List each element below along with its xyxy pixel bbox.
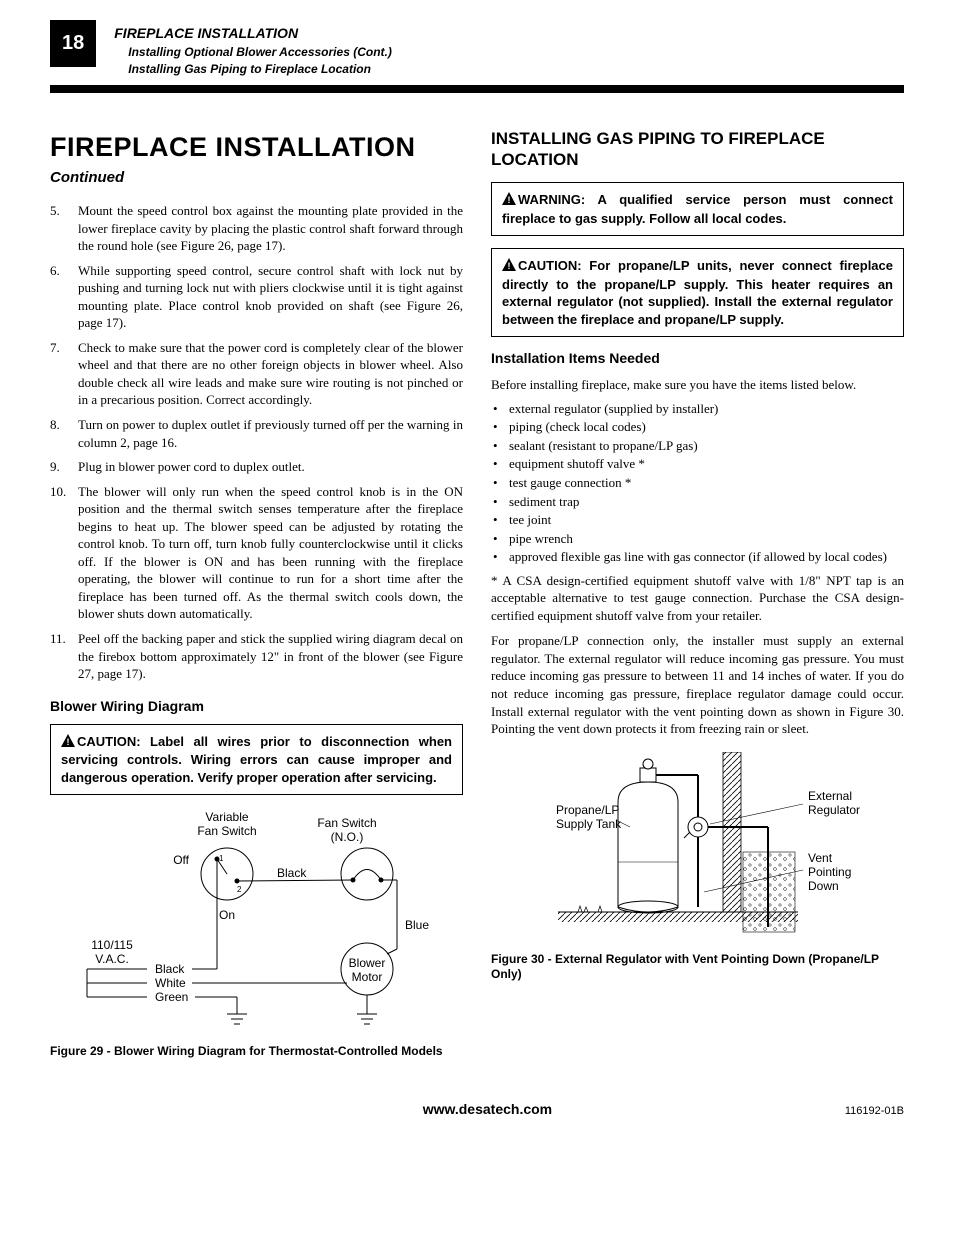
label-vent: Vent [808, 851, 833, 865]
list-item: sediment trap [509, 493, 579, 511]
main-title: FIREPLACE INSTALLATION [50, 129, 463, 165]
page-footer: www.desatech.com 116192-01B [50, 1100, 904, 1119]
caution-box-wiring: ! CAUTION: Label all wires prior to disc… [50, 724, 463, 796]
step-text: The blower will only run when the speed … [78, 483, 463, 623]
svg-text:!: ! [67, 737, 70, 747]
items-intro: Before installing fireplace, make sure y… [491, 376, 904, 394]
svg-text:(N.O.): (N.O.) [330, 830, 363, 844]
label-vac: 110/115 [91, 938, 133, 952]
step-num: 8. [50, 416, 78, 451]
warning-text: WARNING: A qualified service person must… [502, 192, 893, 226]
items-needed-head: Installation Items Needed [491, 349, 904, 368]
label-2: 2 [237, 885, 242, 894]
label-green: Green [155, 990, 188, 1004]
list-item: test gauge connection * [509, 474, 631, 492]
svg-text:Motor: Motor [351, 970, 382, 984]
label-variable: Variable [205, 810, 248, 824]
footer-doc-number: 116192-01B [845, 1104, 904, 1119]
label-off: Off [173, 853, 189, 867]
step-num: 5. [50, 202, 78, 255]
step-list: 5.Mount the speed control box against th… [50, 202, 463, 683]
label-fan-switch-no: Fan Switch [317, 816, 376, 830]
step-text: Mount the speed control box against the … [78, 202, 463, 255]
figure-29-caption: Figure 29 - Blower Wiring Diagram for Th… [50, 1044, 463, 1060]
step-text: Check to make sure that the power cord i… [78, 339, 463, 409]
svg-text:Regulator: Regulator [808, 803, 860, 817]
caution-text: CAUTION: Label all wires prior to discon… [61, 734, 452, 785]
svg-text:Pointing: Pointing [808, 865, 851, 879]
step-text: Turn on power to duplex outlet if previo… [78, 416, 463, 451]
step-num: 7. [50, 339, 78, 409]
caution-text: CAUTION: For propane/LP units, never con… [502, 258, 893, 327]
wiring-diagram-head: Blower Wiring Diagram [50, 697, 463, 716]
caution-box-propane: ! CAUTION: For propane/LP units, never c… [491, 248, 904, 337]
svg-text:Supply Tank: Supply Tank [556, 817, 622, 831]
gas-piping-head: INSTALLING GAS PIPING TO FIREPLACE LOCAT… [491, 129, 904, 170]
warning-icon: ! [61, 734, 75, 752]
left-column: FIREPLACE INSTALLATION Continued 5.Mount… [50, 129, 463, 1059]
label-1: 1 [219, 854, 224, 863]
label-white: White [155, 976, 186, 990]
svg-text:Fan Switch: Fan Switch [197, 824, 256, 838]
label-blower: Blower [348, 956, 385, 970]
step-num: 9. [50, 458, 78, 476]
list-item: sealant (resistant to propane/LP gas) [509, 437, 698, 455]
footnote: * A CSA design-certified equipment shuto… [491, 572, 904, 625]
header-sub-1: Installing Optional Blower Accessories (… [128, 44, 392, 60]
svg-text:V.A.C.: V.A.C. [95, 952, 129, 966]
footer-url: www.desatech.com [130, 1100, 845, 1119]
figure-30-diagram: Propane/LP Supply Tank External Regulato… [491, 752, 904, 942]
list-item: equipment shutoff valve * [509, 455, 645, 473]
label-on: On [218, 908, 234, 922]
label-blue: Blue [405, 918, 429, 932]
list-item: piping (check local codes) [509, 418, 646, 436]
label-regulator: External [808, 789, 852, 803]
warning-icon: ! [502, 258, 516, 276]
step-text: Plug in blower power cord to duplex outl… [78, 458, 463, 476]
step-num: 10. [50, 483, 78, 623]
page-header: 18 FIREPLACE INSTALLATION Installing Opt… [50, 20, 904, 77]
step-text: Peel off the backing paper and stick the… [78, 630, 463, 683]
warning-icon: ! [502, 192, 516, 210]
svg-text:!: ! [508, 195, 511, 205]
svg-text:Down: Down [808, 879, 839, 893]
header-sub-2: Installing Gas Piping to Fireplace Locat… [128, 61, 392, 77]
continued-label: Continued [50, 168, 463, 188]
step-num: 11. [50, 630, 78, 683]
list-item: pipe wrench [509, 530, 573, 548]
svg-text:!: ! [508, 261, 511, 271]
list-item: approved flexible gas line with gas conn… [509, 548, 887, 566]
warning-box-gas: ! WARNING: A qualified service person mu… [491, 182, 904, 236]
label-black: Black [277, 866, 307, 880]
right-column: INSTALLING GAS PIPING TO FIREPLACE LOCAT… [491, 129, 904, 1059]
figure-30-caption: Figure 30 - External Regulator with Vent… [491, 952, 904, 983]
step-num: 6. [50, 262, 78, 332]
step-text: While supporting speed control, secure c… [78, 262, 463, 332]
header-section-title: FIREPLACE INSTALLATION [114, 24, 392, 43]
header-rule [50, 85, 904, 93]
figure-29-diagram: 1 2 Variable Fan Switch Off On Fan Switc… [50, 809, 463, 1034]
label-black2: Black [155, 962, 185, 976]
items-list: •external regulator (supplied by install… [491, 400, 904, 566]
label-tank: Propane/LP [556, 803, 619, 817]
list-item: external regulator (supplied by installe… [509, 400, 718, 418]
list-item: tee joint [509, 511, 551, 529]
page-number: 18 [50, 20, 96, 67]
propane-paragraph: For propane/LP connection only, the inst… [491, 632, 904, 737]
